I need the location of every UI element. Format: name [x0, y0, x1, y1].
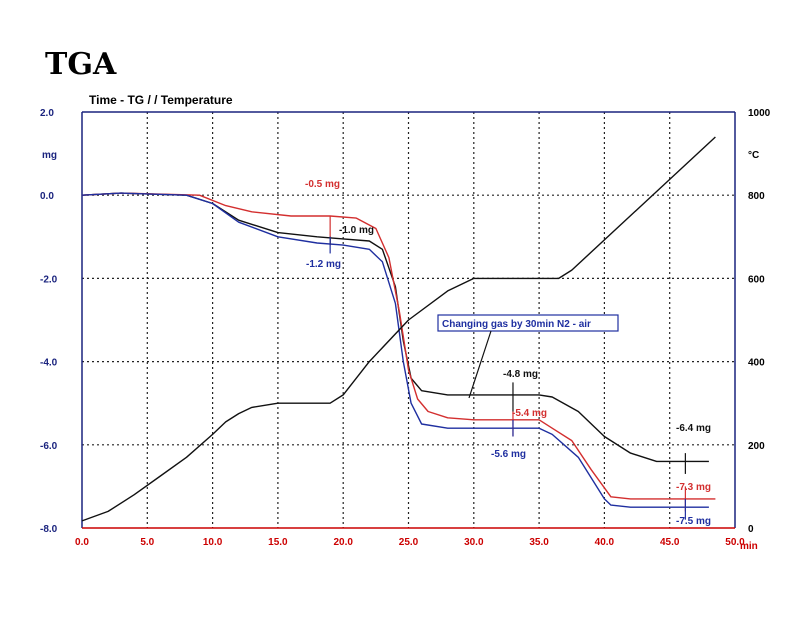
- annotation-label: -4.8 mg: [503, 369, 538, 380]
- x-tick-label: 25.0: [399, 537, 419, 548]
- chart-title: TGA: [45, 47, 117, 82]
- y-right-tick-label: 200: [748, 441, 765, 452]
- x-tick-label: 5.0: [140, 537, 154, 548]
- y-left-tick-label: -2.0: [40, 274, 58, 285]
- y-right-tick-label: 400: [748, 358, 765, 369]
- temperature-series-line: [81, 136, 716, 522]
- y-right-tick-label: 1000: [748, 108, 771, 119]
- y-right-tick-label: 800: [748, 191, 765, 202]
- annotation-label: -5.4 mg: [512, 408, 547, 419]
- y-left-tick-label: -4.0: [40, 358, 58, 369]
- y-left-tick-label: 2.0: [40, 108, 54, 119]
- x-axis-label: min: [740, 541, 758, 552]
- annotation-label: -0.5 mg: [305, 179, 340, 190]
- x-tick-label: 0.0: [75, 537, 89, 548]
- callout-pointer: [468, 330, 492, 399]
- y-right-tick-label: 600: [748, 274, 765, 285]
- annotation-label: -1.0 mg: [339, 225, 374, 236]
- annotation-label: -6.4 mg: [676, 423, 711, 434]
- chart-subtitle: Time - TG / / Temperature: [89, 93, 233, 107]
- annotation-label: -1.2 mg: [306, 259, 341, 270]
- left-axis-label: mg: [42, 150, 57, 161]
- x-tick-label: 50.0: [725, 537, 745, 548]
- x-tick-label: 35.0: [529, 537, 549, 548]
- mass-series-line: [81, 192, 716, 500]
- x-tick-label: 10.0: [203, 537, 223, 548]
- annotation-label: -7.5 mg: [676, 516, 711, 527]
- mass-series-line: [81, 192, 709, 508]
- callout-box: [437, 314, 619, 332]
- y-left-tick-label: 0.0: [40, 191, 54, 202]
- x-tick-label: 15.0: [268, 537, 288, 548]
- x-tick-label: 30.0: [464, 537, 484, 548]
- y-left-tick-label: -6.0: [40, 441, 58, 452]
- right-axis-label: °C: [748, 150, 759, 161]
- x-tick-label: 45.0: [660, 537, 680, 548]
- annotation-label: -7.3 mg: [676, 482, 711, 493]
- callout-text: Changing gas by 30min N2 - air: [442, 319, 591, 330]
- y-right-tick-label: 0: [748, 524, 754, 535]
- y-left-tick-label: -8.0: [40, 524, 58, 535]
- annotation-label: -5.6 mg: [491, 449, 526, 460]
- x-tick-label: 20.0: [333, 537, 353, 548]
- x-tick-label: 40.0: [595, 537, 615, 548]
